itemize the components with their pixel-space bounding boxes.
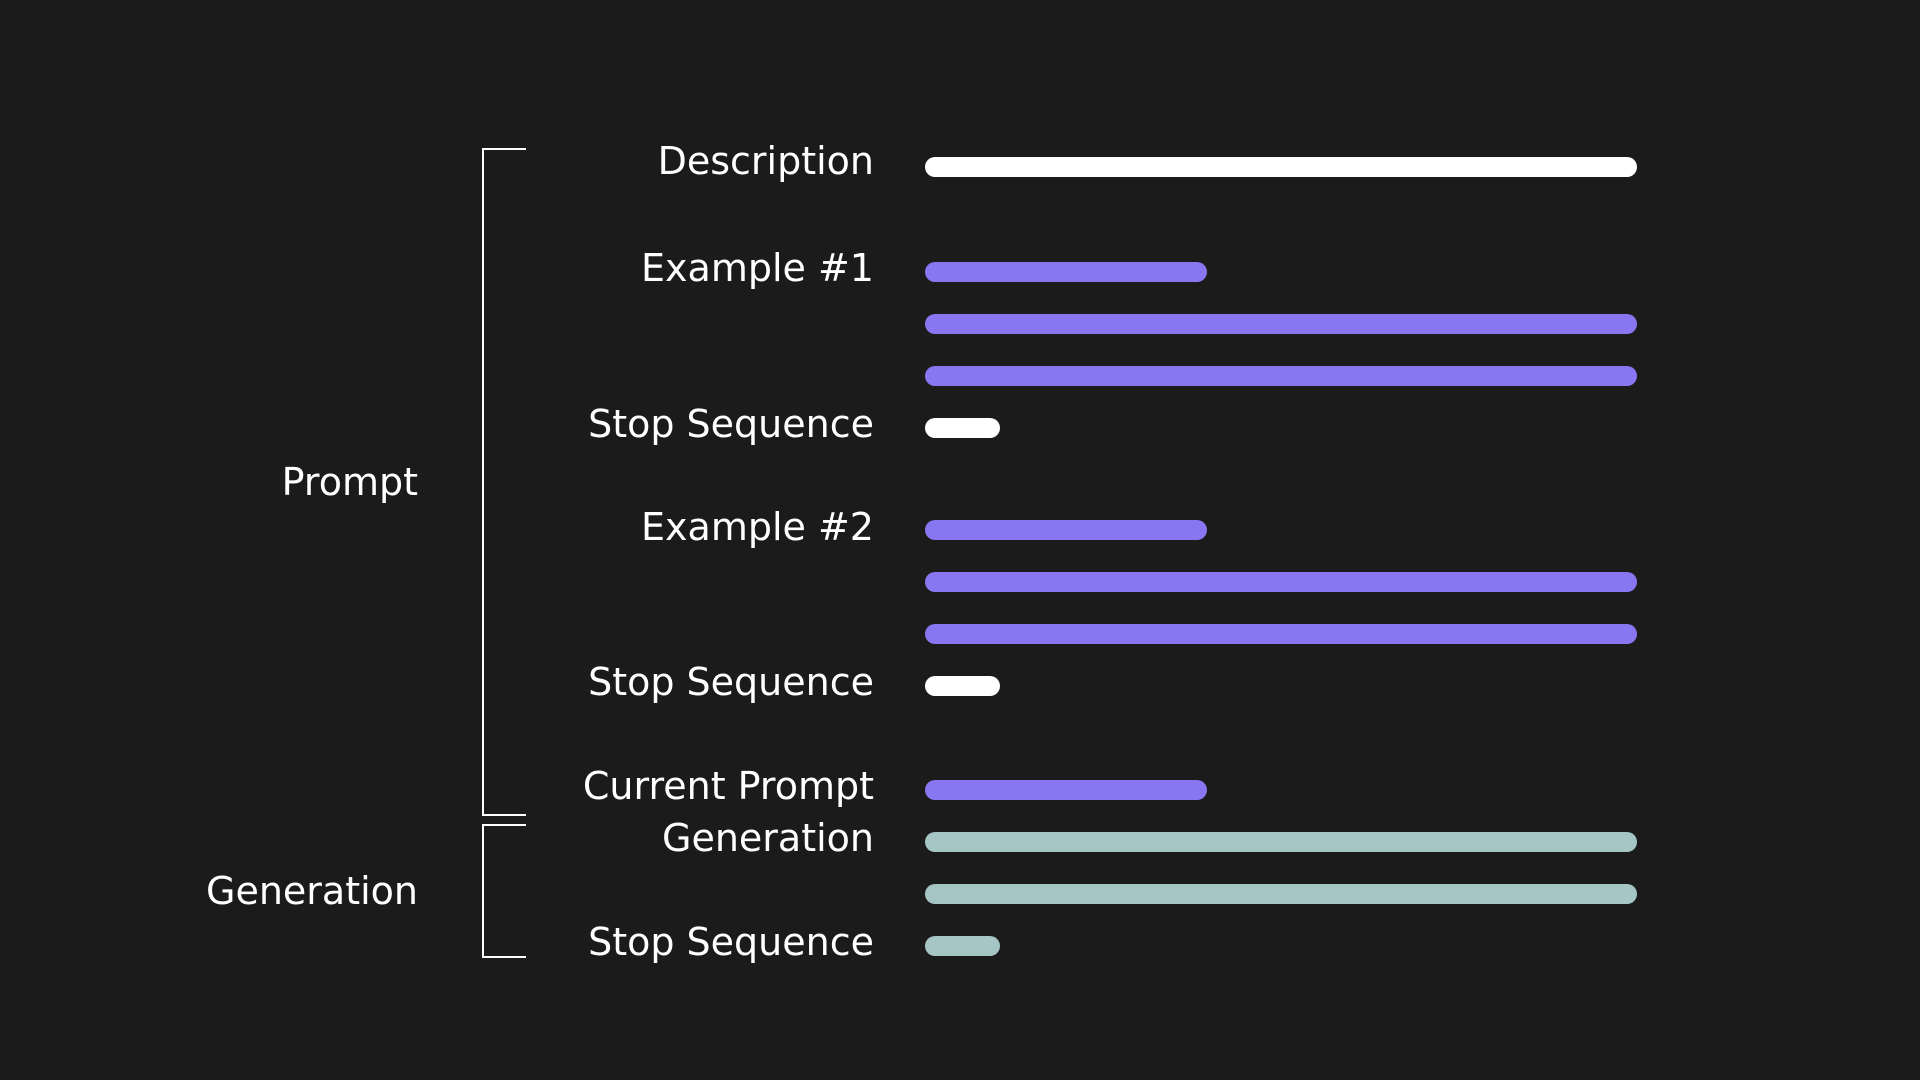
stop-sequence-3-label: Stop Sequence — [588, 920, 874, 964]
description-label: Description — [657, 139, 874, 183]
stop-sequence-1-label: Stop Sequence — [588, 402, 874, 446]
stop-sequence-2-bar — [925, 676, 1000, 696]
generation-bracket — [482, 824, 526, 958]
current-prompt-bar — [925, 780, 1207, 800]
description-bar — [925, 157, 1637, 177]
stop-sequence-3-bar — [925, 936, 1000, 956]
example-2-bar-1 — [925, 520, 1207, 540]
example-1-bar-1 — [925, 262, 1207, 282]
generation-bar-1 — [925, 832, 1637, 852]
current-prompt-label: Current Prompt — [582, 764, 874, 808]
example-2-label: Example #2 — [641, 505, 874, 549]
example-1-label: Example #1 — [641, 246, 874, 290]
generation-bar-2 — [925, 884, 1637, 904]
stop-sequence-2-label: Stop Sequence — [588, 660, 874, 704]
stop-sequence-1-bar — [925, 418, 1000, 438]
example-1-bar-3 — [925, 366, 1637, 386]
example-2-bar-2 — [925, 572, 1637, 592]
prompt-group-label: Prompt — [281, 460, 418, 504]
example-1-bar-2 — [925, 314, 1637, 334]
example-2-bar-3 — [925, 624, 1637, 644]
generation-label: Generation — [662, 816, 874, 860]
prompt-bracket — [482, 148, 526, 816]
generation-group-label: Generation — [206, 869, 418, 913]
